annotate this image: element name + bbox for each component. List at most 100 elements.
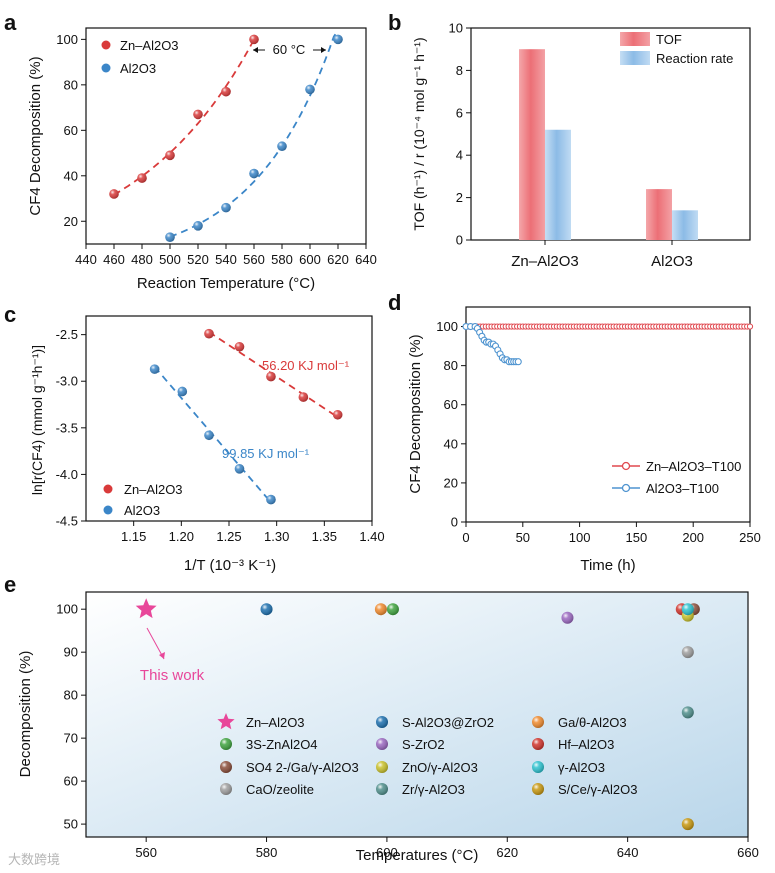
point-zn-al2o3 (135, 598, 157, 619)
legend-s-ce-al2o3-label: S/Ce/γ-Al2O3 (558, 782, 637, 797)
category-label: Zn–Al2O3 (511, 253, 579, 270)
y-tick-label: 60 (444, 397, 458, 412)
panel-c-legend-zn: Zn–Al2O3 (124, 482, 183, 497)
legend-s-zro2-label: S-ZrO2 (402, 737, 445, 752)
y-tick-label: -4.5 (56, 514, 78, 529)
panel-c-points (149, 328, 343, 505)
y-tick-label: 80 (444, 358, 458, 373)
legend-ga-al2o3-marker-shade (532, 716, 544, 728)
y-tick-label: -3.5 (56, 420, 78, 435)
x-tick-label: 250 (739, 530, 761, 545)
data-point-shade (266, 494, 276, 505)
legend-hf-al2o3-marker-shade (532, 738, 544, 750)
x-tick-label: 200 (682, 530, 704, 545)
panel-d-ylabel: CF4 Decomposition (%) (407, 334, 424, 493)
panel-e-ylabel: Decomposition (%) (17, 651, 34, 778)
data-point-shade (277, 141, 287, 152)
panel-c-legend-marker-al (103, 505, 113, 515)
panel-label-b: b (388, 10, 401, 35)
x-tick-label: 560 (135, 845, 157, 860)
panel-a-legend-zn: Zn–Al2O3 (120, 38, 179, 53)
data-point-shade (165, 150, 175, 161)
legend--al2o3-label: γ-Al2O3 (558, 760, 605, 775)
data-point-shade (193, 109, 203, 120)
panel-label-c: c (4, 302, 16, 327)
data-point-shade (234, 341, 245, 352)
x-tick-label: 600 (376, 845, 398, 860)
panel-c-axes: 1.15 1.20 1.25 1.30 1.35 1.40 -2.5 -3.0 -3.5 -4.0… (56, 327, 385, 544)
y-tick-label: 100 (436, 319, 458, 334)
y-tick-label: 50 (64, 817, 78, 832)
legend-3s-znal2o4-label: 3S-ZnAl2O4 (246, 737, 318, 752)
x-tick-label: 620 (327, 252, 349, 267)
x-tick-label: 600 (299, 252, 321, 267)
y-tick-label: 0 (451, 515, 458, 530)
panel-d: 0 50 100 150 200 250 0 20 40 60 80 100 Time (h) CF4… (407, 306, 761, 574)
panel-c-ylabel: ln[r(CF4) (mmol g⁻¹h⁻¹)] (29, 345, 45, 495)
legend-ga-al2o3-label: Ga/θ-Al2O3 (558, 715, 627, 730)
panel-a-arrowhead-left (253, 47, 258, 53)
panel-b-bars (519, 49, 698, 241)
data-point-shade (221, 202, 231, 213)
panel-a: 440 460 480 500 520 540 560 580 600 620 640 20 40 60 8… (27, 27, 377, 292)
x-tick-label: 460 (103, 252, 125, 267)
panel-a-axes: 440 460 480 500 520 540 560 580 600 620 640 20 40 60 8… (56, 32, 377, 267)
y-tick-label: -4.0 (56, 467, 78, 482)
y-tick-label: 40 (444, 436, 458, 451)
data-point-shade (249, 34, 259, 45)
panel-label-d: d (388, 290, 401, 315)
panel-c-annotation-zn: 56.20 KJ mol⁻¹ (262, 358, 350, 373)
y-tick-label: 100 (56, 32, 78, 47)
y-tick-label: 100 (56, 602, 78, 617)
y-tick-label: 6 (456, 105, 463, 120)
x-tick-label: 540 (215, 252, 237, 267)
x-tick-label: 480 (131, 252, 153, 267)
panel-e-annotation-arrow (146, 627, 165, 660)
legend-s-al2o3-zro2-marker-shade (376, 716, 388, 728)
watermark: 大数跨境 (8, 852, 60, 867)
y-tick-label: 60 (64, 123, 78, 138)
x-tick-label: 520 (187, 252, 209, 267)
legend-cao-zeolite-label: CaO/zeolite (246, 782, 314, 797)
panel-b-ylabel: TOF (h⁻¹) / r (10⁻⁴ mol g⁻¹ h⁻¹) (411, 37, 427, 230)
panel-c-legend-marker-zn (103, 484, 113, 494)
data-point-shade (298, 392, 309, 402)
panel-e-annotation-arrowhead (159, 652, 165, 659)
panel-e: 560 580 600 620 640 660 50 60 70 80 90 100 This wor… (17, 591, 759, 864)
x-tick-label: 580 (256, 845, 278, 860)
panel-d-xlabel: Time (h) (580, 557, 635, 574)
y-tick-label: 8 (456, 63, 463, 78)
legend-s-al2o3-zro2-label: S-Al2O3@ZrO2 (402, 715, 494, 730)
data-point-shade (221, 86, 231, 97)
panel-a-ylabel: CF4 Decomposition (%) (27, 56, 44, 215)
x-tick-label: 1.40 (359, 529, 384, 544)
panel-e-xlabel: Temperatures (°C) (356, 847, 479, 864)
legend-so4-2-ga-al2o3-label: SO4 2-/Ga/γ-Al2O3 (246, 760, 359, 775)
y-tick-label: 40 (64, 168, 78, 183)
x-tick-label: 1.25 (216, 529, 241, 544)
y-tick-label: 70 (64, 731, 78, 746)
panel-e-axes: 560 580 600 620 640 660 50 60 70 80 90 100 (56, 602, 759, 860)
panel-d-legend-marker-al (621, 483, 631, 493)
data-point-shade (249, 168, 259, 179)
panel-e-points (135, 598, 700, 831)
legend-zno-al2o3-marker-shade (376, 761, 388, 773)
panel-d-axes: 0 50 100 150 200 250 0 20 40 60 80 100 (436, 319, 761, 545)
y-tick-label: 4 (456, 148, 463, 163)
data-point-shade (193, 221, 203, 231)
y-tick-label: 10 (449, 21, 463, 36)
x-tick-label: 640 (355, 252, 377, 267)
data-point-shade (332, 409, 343, 420)
data-point-shade (204, 328, 214, 339)
panel-e-annotation: This work (140, 667, 205, 684)
x-tick-label: 1.35 (312, 529, 337, 544)
panel-d-legend-marker-zn (621, 461, 631, 471)
data-point-shade (137, 173, 147, 183)
panel-a-xlabel: Reaction Temperature (°C) (137, 275, 315, 292)
data-point-shade (234, 464, 245, 474)
panel-c-annotation-al: 99.85 KJ mol⁻¹ (222, 446, 310, 461)
x-tick-label: 440 (75, 252, 97, 267)
panel-a-legend-marker-al (101, 63, 111, 73)
y-tick-label: 0 (456, 233, 463, 248)
legend--al2o3-marker-shade (532, 761, 544, 773)
